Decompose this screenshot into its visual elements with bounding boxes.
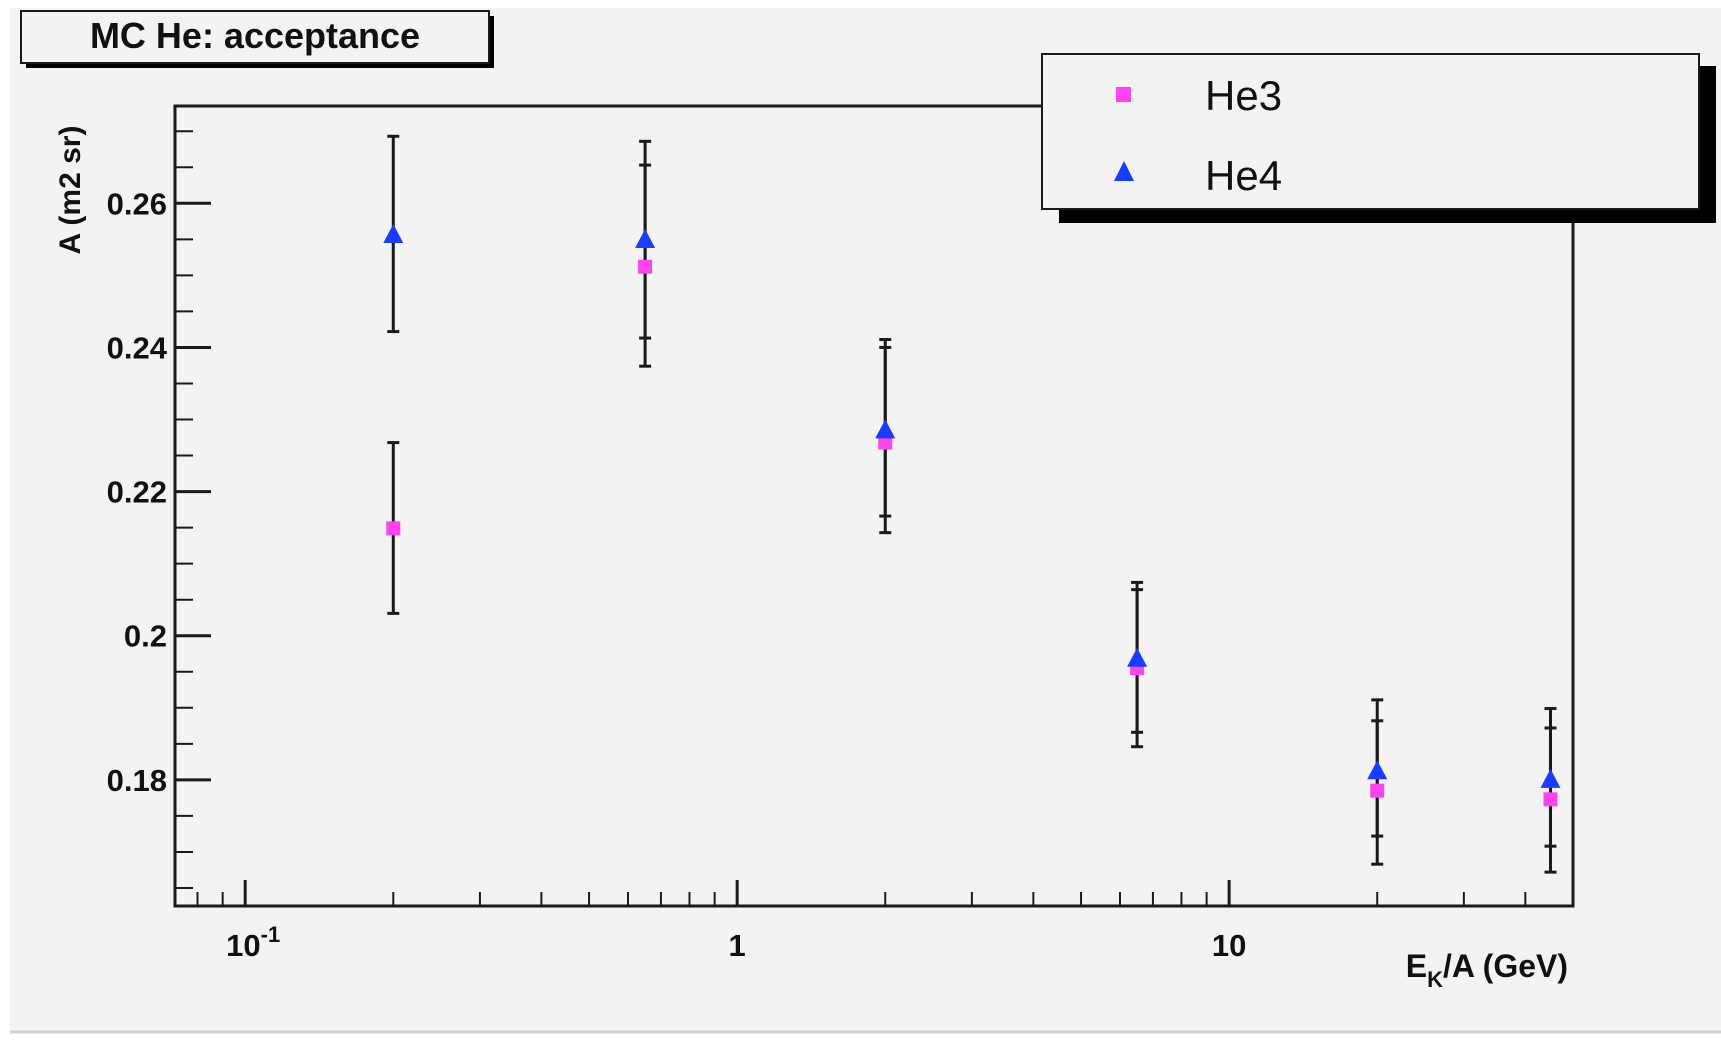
data-point-he3 [386, 521, 401, 536]
data-point-he4 [875, 419, 896, 439]
legend-box [1041, 53, 1700, 210]
y-tick-label: 0.18 [107, 763, 167, 798]
legend-label-he3: He3 [1205, 72, 1282, 119]
data-point-he4 [383, 224, 404, 244]
data-point-he3 [638, 259, 653, 274]
x-axis-label-base: E [1406, 948, 1427, 984]
data-point-he4 [1367, 760, 1388, 780]
x-minor-ticks [196, 892, 1527, 906]
markers [383, 224, 1561, 807]
plot-frame [173, 104, 1575, 908]
data-point-he4 [635, 229, 656, 249]
x-tick-label: 10 [1212, 928, 1246, 963]
chart-title: MC He: acceptance [90, 15, 420, 56]
y-tick-label: 0.2 [124, 619, 167, 654]
x-tick-label: 1 [729, 928, 746, 963]
x-axis-label-rest: /A (GeV) [1443, 948, 1568, 984]
data-point-he4 [1127, 647, 1148, 667]
data-point-he3 [878, 435, 893, 450]
x-axis: 10-1 1 10 [226, 880, 1246, 963]
y-axis-label: A (m2 sr) [54, 126, 87, 255]
y-tick-label: 0.24 [107, 330, 168, 365]
data-point-he4 [1540, 768, 1561, 788]
data-point-he3 [1370, 783, 1385, 798]
y-tick-label: 0.26 [107, 186, 167, 221]
y-axis: 0.18 0.2 0.22 0.24 0.26 [107, 186, 211, 798]
y-tick-label: 0.22 [107, 475, 167, 510]
title-box [20, 10, 490, 64]
x-axis-label-sub: K [1427, 967, 1443, 992]
legend-marker-he4 [1114, 161, 1134, 181]
legend-label-he4: He4 [1205, 152, 1282, 199]
x-axis-label: EK/A (GeV) [1406, 948, 1568, 992]
y-minor-ticks [175, 130, 193, 889]
x-tick-label: 10-1 [226, 922, 280, 963]
data-point-he3 [1543, 792, 1558, 807]
legend-marker-he3 [1116, 87, 1131, 102]
